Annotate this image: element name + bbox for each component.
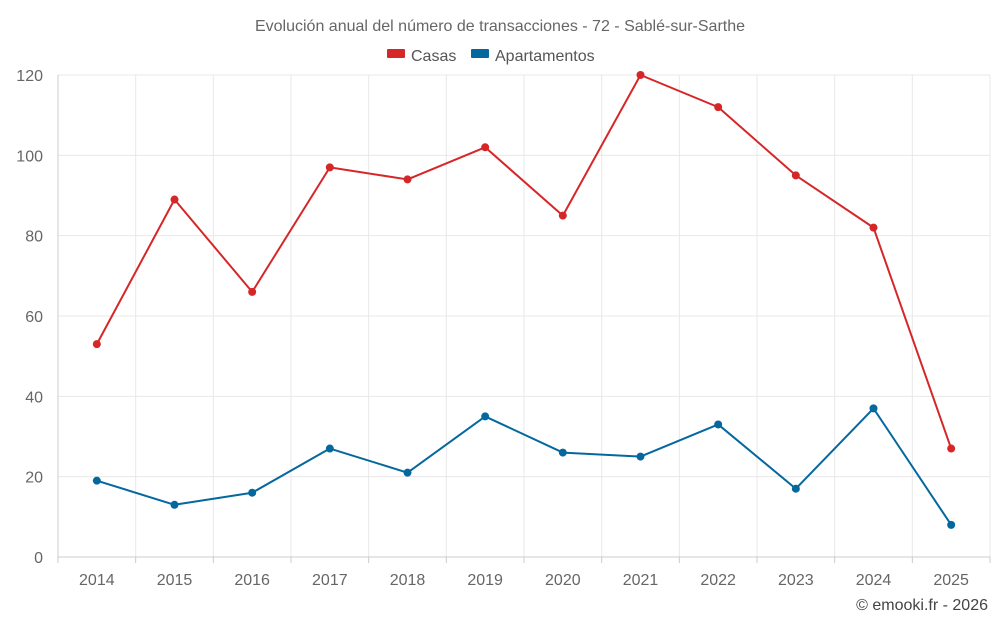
legend-swatch-apartamentos <box>471 49 489 58</box>
x-tick-label: 2022 <box>700 572 736 589</box>
data-point-casas[interactable] <box>791 171 800 180</box>
series <box>92 71 956 529</box>
data-point-apartamentos[interactable] <box>325 444 334 453</box>
y-tick-label: 20 <box>25 470 43 487</box>
chart-title: Evolución anual del número de transaccio… <box>255 18 745 35</box>
data-point-apartamentos[interactable] <box>947 520 956 529</box>
data-point-casas[interactable] <box>248 287 257 296</box>
x-axis: 2014 2015 2016 2017 2018 2019 2020 2021 2022 2023… <box>79 572 969 589</box>
x-tick-label: 2020 <box>545 572 581 589</box>
data-point-casas[interactable] <box>325 163 334 172</box>
data-point-apartamentos[interactable] <box>636 452 645 461</box>
y-tick-label: 60 <box>25 309 43 326</box>
data-point-casas[interactable] <box>92 340 101 349</box>
legend-label-casas[interactable]: Casas <box>411 48 456 65</box>
data-point-apartamentos[interactable] <box>170 500 179 509</box>
data-point-casas[interactable] <box>558 211 567 220</box>
y-tick-label: 0 <box>34 550 43 567</box>
data-point-apartamentos[interactable] <box>481 412 490 421</box>
x-tick-label: 2015 <box>157 572 193 589</box>
credit-text: © emooki.fr - 2026 <box>856 597 988 614</box>
x-tick-label: 2019 <box>467 572 503 589</box>
series-casas <box>92 71 956 453</box>
gridlines <box>57 74 991 563</box>
data-point-casas[interactable] <box>403 175 412 184</box>
series-apartamentos <box>92 404 956 529</box>
data-point-apartamentos[interactable] <box>869 404 878 413</box>
y-tick-label: 80 <box>25 229 43 246</box>
data-point-casas[interactable] <box>714 103 723 112</box>
data-point-casas[interactable] <box>869 223 878 232</box>
y-tick-label: 120 <box>16 68 43 85</box>
x-tick-label: 2025 <box>933 572 969 589</box>
x-tick-label: 2017 <box>312 572 348 589</box>
data-point-apartamentos[interactable] <box>248 488 257 497</box>
data-point-apartamentos[interactable] <box>791 484 800 493</box>
x-tick-label: 2024 <box>856 572 892 589</box>
y-tick-label: 40 <box>25 389 43 406</box>
x-tick-label: 2018 <box>390 572 426 589</box>
data-point-apartamentos[interactable] <box>558 448 567 457</box>
data-point-apartamentos[interactable] <box>403 468 412 477</box>
legend-label-apartamentos[interactable]: Apartamentos <box>495 48 595 65</box>
legend: Casas Apartamentos <box>387 48 595 65</box>
data-point-casas[interactable] <box>481 143 490 152</box>
y-tick-label: 100 <box>16 148 43 165</box>
series-line-casas <box>95 74 953 449</box>
y-axis: 0 20 40 60 80 100 120 <box>16 68 43 567</box>
data-point-casas[interactable] <box>947 444 956 453</box>
x-tick-label: 2023 <box>778 572 814 589</box>
series-line-apartamentos <box>96 407 952 526</box>
data-point-apartamentos[interactable] <box>714 420 723 429</box>
x-tick-label: 2016 <box>234 572 270 589</box>
data-point-casas[interactable] <box>170 195 179 204</box>
x-tick-label: 2021 <box>623 572 659 589</box>
data-point-casas[interactable] <box>636 71 645 79</box>
data-point-apartamentos[interactable] <box>92 476 101 485</box>
x-tick-label: 2014 <box>79 572 115 589</box>
legend-swatch-casas <box>387 49 405 58</box>
